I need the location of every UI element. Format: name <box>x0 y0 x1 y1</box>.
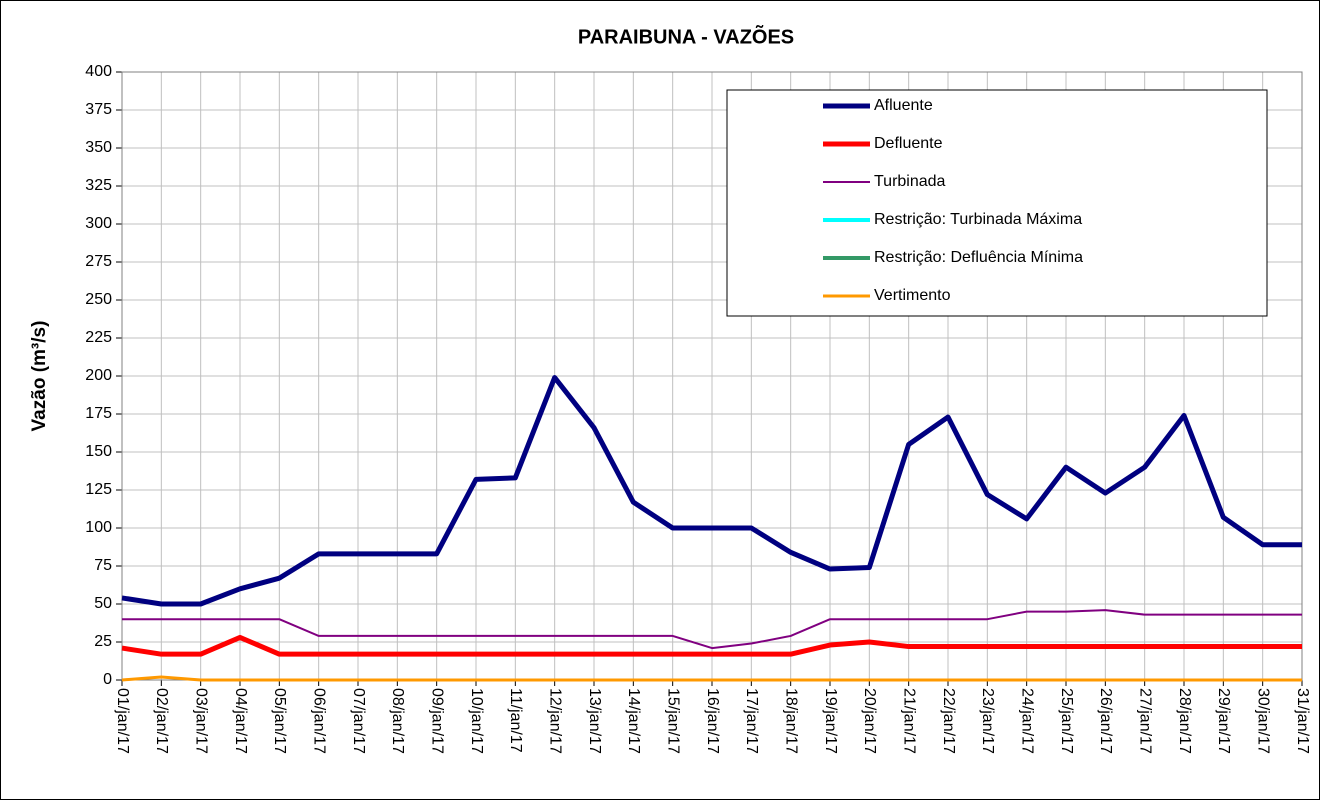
x-tick-label: 23/jan/17 <box>979 688 996 754</box>
y-tick-label: 325 <box>85 177 112 194</box>
legend-label: Afluente <box>874 97 933 114</box>
legend-label: Restrição: Defluência Mínima <box>874 249 1083 266</box>
series-line <box>121 634 1302 657</box>
x-tick-label: 19/jan/17 <box>822 688 839 754</box>
x-tick-label: 29/jan/17 <box>1215 688 1232 754</box>
y-tick-label: 350 <box>85 139 112 156</box>
x-tick-label: 11/jan/17 <box>507 688 524 753</box>
y-tick-label: 150 <box>85 443 112 460</box>
x-tick-label: 03/jan/17 <box>192 688 209 754</box>
x-tick-label: 13/jan/17 <box>586 688 603 754</box>
legend-box <box>726 89 1268 317</box>
y-tick-label: 300 <box>85 215 112 232</box>
y-tick-label: 175 <box>85 405 112 422</box>
x-tick-label: 18/jan/17 <box>782 688 799 754</box>
x-tick-label: 09/jan/17 <box>428 688 445 754</box>
x-tick-label: 21/jan/17 <box>900 688 917 754</box>
legend-label: Restrição: Turbinada Máxima <box>874 211 1082 228</box>
x-tick-label: 01/jan/17 <box>114 688 131 754</box>
x-tick-label: 10/jan/17 <box>468 688 485 754</box>
x-tick-label: 20/jan/17 <box>861 688 878 754</box>
chart-title: PARAIBUNA - VAZÕES <box>578 24 794 48</box>
x-tick-label: 24/jan/17 <box>1018 688 1035 754</box>
x-tick-label: 28/jan/17 <box>1176 688 1193 754</box>
x-tick-label: 06/jan/17 <box>310 688 327 754</box>
x-tick-label: 05/jan/17 <box>271 688 288 754</box>
y-tick-label: 400 <box>85 63 112 80</box>
x-tick-label: 02/jan/17 <box>153 688 170 754</box>
x-tick-label: 04/jan/17 <box>232 688 249 754</box>
x-tick-label: 15/jan/17 <box>664 688 681 754</box>
y-axis-label: Vazão (m³/s) <box>29 321 50 432</box>
y-tick-label: 100 <box>85 519 112 536</box>
x-tick-label: 30/jan/17 <box>1254 688 1271 754</box>
series-line <box>122 609 1302 650</box>
y-tick-label: 125 <box>85 481 112 498</box>
y-tick-label: 25 <box>94 633 112 650</box>
x-tick-label: 07/jan/17 <box>350 688 367 754</box>
x-tick-label: 26/jan/17 <box>1097 688 1114 754</box>
x-tick-label: 14/jan/17 <box>625 688 642 754</box>
x-tick-label: 17/jan/17 <box>743 688 760 754</box>
y-tick-label: 75 <box>94 557 112 574</box>
y-tick-label: 50 <box>94 595 112 612</box>
x-tick-label: 12/jan/17 <box>546 688 563 754</box>
x-tick-label: 27/jan/17 <box>1136 688 1153 754</box>
x-tick-label: 16/jan/17 <box>704 688 721 754</box>
y-tick-label: 225 <box>85 329 112 346</box>
series-line <box>121 675 1302 682</box>
x-tick-label: 31/jan/17 <box>1294 688 1311 754</box>
x-tick-label: 25/jan/17 <box>1058 688 1075 754</box>
legend-label: Vertimento <box>874 287 951 304</box>
y-tick-label: 250 <box>85 291 112 308</box>
y-tick-label: 200 <box>85 367 112 384</box>
y-tick-label: 375 <box>85 101 112 118</box>
legend-label: Turbinada <box>874 173 946 190</box>
y-tick-label: 0 <box>103 671 112 688</box>
y-tick-label: 275 <box>85 253 112 270</box>
series-line <box>121 375 1302 607</box>
legend-label: Defluente <box>874 135 943 152</box>
x-tick-label: 08/jan/17 <box>389 688 406 754</box>
x-tick-label: 22/jan/17 <box>940 688 957 754</box>
